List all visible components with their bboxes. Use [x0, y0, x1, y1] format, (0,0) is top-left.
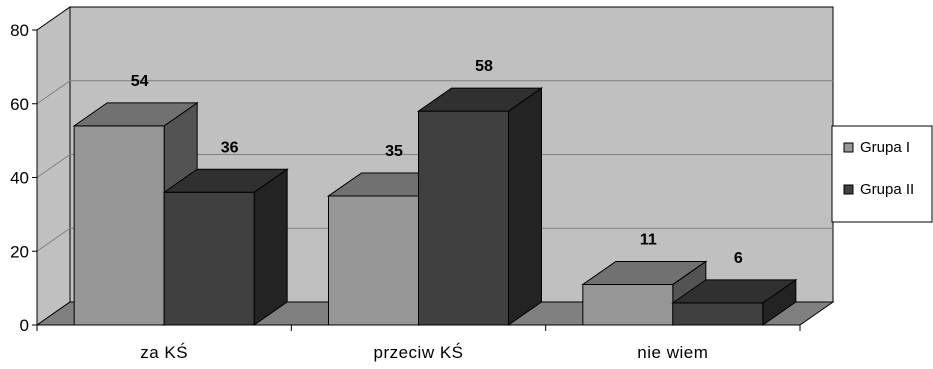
bar: [163, 191, 255, 326]
y-tick-label: 60: [10, 95, 29, 114]
y-tick-label: 40: [10, 169, 29, 188]
y-tick-label: 0: [20, 316, 29, 335]
y-tick-label: 80: [10, 21, 29, 40]
bar: [418, 110, 509, 326]
bar: [73, 125, 165, 326]
data-label: 11: [640, 231, 657, 248]
data-label: 54: [131, 73, 149, 90]
gridline: [36, 80, 833, 105]
bar-top: [162, 168, 289, 193]
gridline: [36, 227, 833, 252]
bar: [582, 283, 674, 326]
data-label: 36: [221, 139, 239, 156]
bar-top: [416, 87, 544, 112]
x-category-label: nie wiem: [637, 343, 708, 362]
data-label: 6: [734, 250, 743, 267]
x-category-label: przeciw KŚ: [373, 343, 463, 362]
bar-top: [671, 279, 798, 304]
data-label: 58: [475, 58, 493, 75]
bar: [328, 195, 419, 326]
gridline: [36, 154, 833, 178]
legend-label: Grupa II: [860, 181, 914, 198]
data-label: 35: [385, 143, 403, 160]
bar-side: [508, 87, 542, 326]
bar-side: [253, 168, 288, 326]
bar-top: [581, 260, 708, 285]
legend-swatch: [843, 142, 854, 153]
legend-label: Grupa I: [860, 139, 910, 156]
bar-top: [72, 102, 199, 127]
legend-box: [831, 125, 933, 223]
bar: [672, 302, 764, 326]
x-category-label: za KŚ: [140, 343, 188, 362]
legend-swatch: [843, 184, 854, 195]
y-tick-label: 20: [10, 242, 29, 261]
